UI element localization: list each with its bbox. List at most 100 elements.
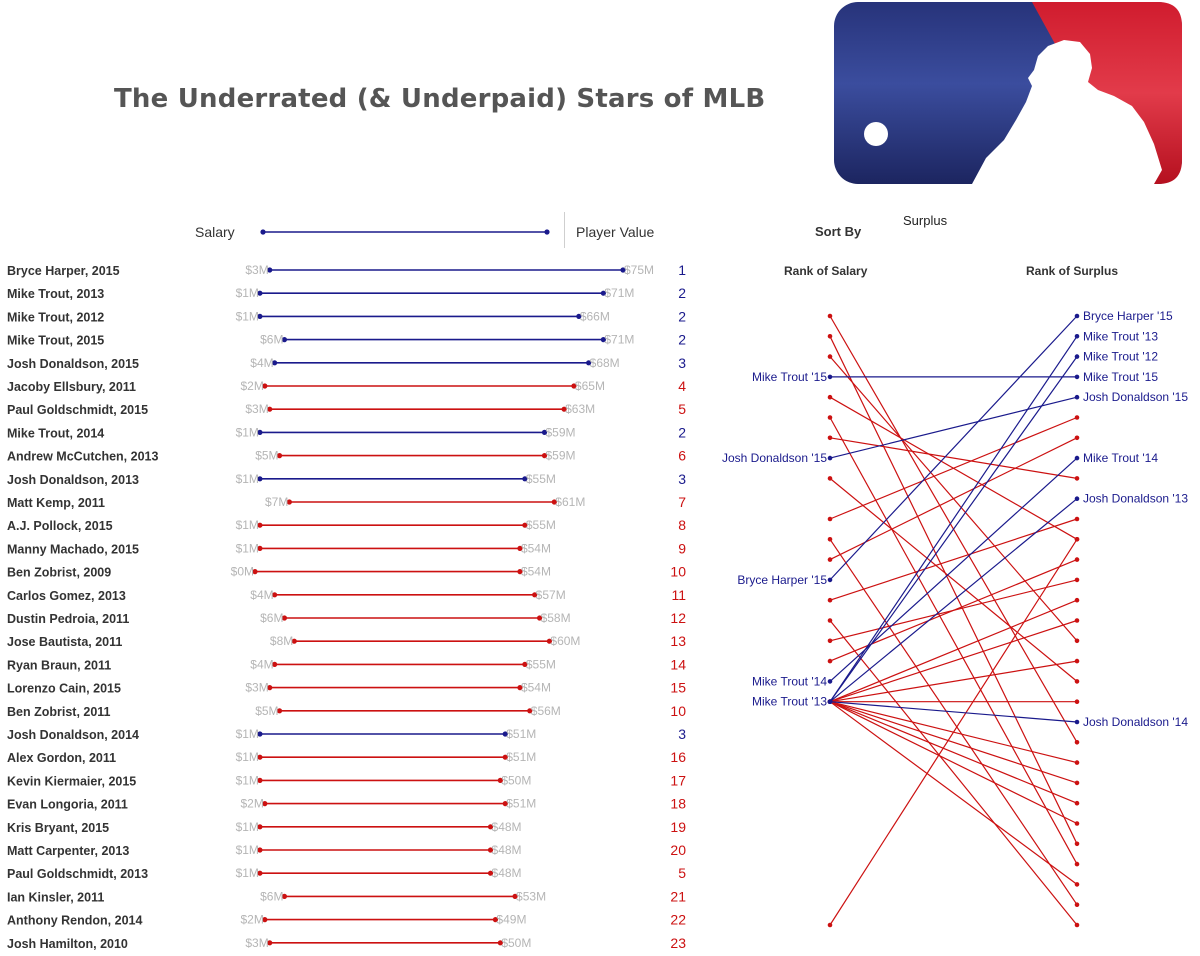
salary-label: $4M [250, 356, 273, 370]
value-label: $71M [604, 286, 634, 300]
salary-label: $1M [236, 309, 259, 323]
salary-rank-dot [827, 699, 833, 704]
salary-rank-dot [827, 922, 833, 928]
player-name: Carlos Gomez, 2013 [7, 589, 126, 603]
player-name: Mike Trout, 2014 [7, 426, 104, 440]
salary-rank-dot [827, 699, 833, 704]
slope-line [829, 315, 1078, 581]
salary-rank-dot [827, 374, 833, 380]
value-dot [620, 267, 626, 273]
value-dot [517, 569, 523, 575]
salary-rank-dot [827, 537, 833, 542]
rank-number: 21 [670, 888, 686, 904]
rank-number: 7 [678, 494, 686, 510]
salary-rank-label: Mike Trout '13 [752, 695, 827, 709]
rank-number: 22 [670, 912, 686, 928]
value-dot [502, 754, 508, 760]
rank-number: 11 [671, 587, 686, 603]
value-dot [600, 290, 606, 296]
slope-line [829, 599, 1078, 703]
surplus-rank-dot [1074, 394, 1080, 400]
salary-dot [267, 267, 273, 273]
player-name: Ryan Braun, 2011 [7, 658, 111, 672]
salary-rank-dot [827, 679, 833, 684]
player-name: Jose Bautista, 2011 [7, 635, 122, 649]
value-label: $51M [506, 727, 536, 741]
value-dot [492, 917, 499, 923]
player-name: Andrew McCutchen, 2013 [7, 450, 158, 464]
player-name: Ian Kinsler, 2011 [7, 890, 104, 904]
rank-number: 18 [670, 796, 686, 812]
player-name: A.J. Pollock, 2015 [7, 519, 113, 533]
salary-dot [257, 847, 263, 853]
rank-number: 8 [678, 517, 686, 533]
salary-dot [257, 290, 263, 296]
rank-number: 3 [678, 471, 686, 487]
player-name: Paul Goldschmidt, 2013 [7, 867, 148, 881]
slope-line [829, 437, 1078, 479]
salary-rank-label: Josh Donaldson '15 [722, 451, 827, 465]
surplus-rank-dot [1074, 760, 1080, 765]
surplus-label[interactable]: Surplus [903, 213, 948, 228]
rank-number: 17 [670, 772, 686, 788]
value-label: $60M [550, 634, 580, 648]
slope-line [829, 538, 1078, 926]
salary-label: $1M [236, 843, 259, 857]
salary-dot [267, 940, 273, 946]
surplus-rank-label: Mike Trout '15 [1083, 370, 1158, 384]
rank-number: 10 [670, 703, 686, 719]
value-label: $61M [555, 495, 585, 509]
rank-number: 10 [670, 564, 686, 580]
surplus-rank-label: Josh Donaldson '13 [1083, 492, 1188, 506]
slope-line [829, 335, 1078, 703]
salary-dot [281, 615, 288, 621]
salary-label: $3M [245, 681, 268, 695]
slope-line [829, 518, 1078, 601]
value-label: $57M [536, 588, 566, 602]
slope-line [829, 416, 1078, 520]
salary-rank-dot [827, 699, 833, 704]
value-label: $48M [492, 820, 522, 834]
salary-label: $3M [245, 936, 268, 950]
salary-dot [257, 476, 263, 482]
salary-label: $3M [245, 402, 268, 416]
salary-label: $1M [236, 286, 259, 300]
salary-dot [267, 406, 273, 412]
salary-rank-label: Mike Trout '14 [752, 674, 827, 688]
salary-label: $1M [236, 425, 259, 439]
salary-dot [281, 893, 288, 900]
slope-line [829, 620, 1078, 926]
value-dot [536, 615, 543, 621]
value-label: $68M [590, 356, 620, 370]
player-name: Bryce Harper, 2015 [7, 264, 120, 278]
value-label: $63M [565, 402, 595, 416]
salary-dot [272, 360, 278, 366]
salary-dot [257, 545, 263, 552]
player-name: Josh Hamilton, 2010 [7, 937, 128, 951]
salary-dot [281, 337, 288, 343]
rank-number: 2 [678, 332, 686, 348]
salary-label: $8M [270, 634, 293, 648]
surplus-rank-dot [1074, 638, 1080, 644]
salary-dot [276, 708, 283, 714]
slope-line [829, 660, 1078, 703]
surplus-rank-label: Mike Trout '14 [1083, 451, 1158, 465]
salary-dot [257, 777, 263, 784]
player-name: Mike Trout, 2015 [7, 334, 104, 348]
salary-rank-dot [827, 699, 833, 704]
salary-dot [257, 754, 263, 760]
salary-label: $1M [236, 750, 259, 764]
salary-rank-dot [827, 699, 833, 704]
player-name: Kevin Kiermaier, 2015 [7, 774, 136, 788]
surplus-rank-label: Bryce Harper '15 [1083, 309, 1173, 323]
rank-number: 12 [670, 610, 686, 626]
value-dot [532, 592, 538, 598]
salary-rank-dot [827, 699, 833, 704]
slope-line [829, 701, 1078, 723]
player-name: Matt Kemp, 2011 [7, 496, 105, 510]
value-label: $54M [521, 681, 551, 695]
value-dot [522, 476, 528, 482]
value-label: $59M [545, 425, 575, 439]
salary-rank-dot [827, 313, 833, 319]
value-dot [571, 383, 577, 389]
